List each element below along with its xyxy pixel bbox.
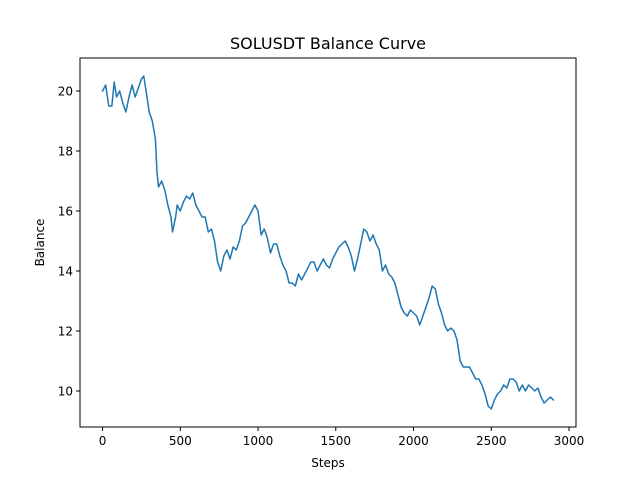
balance-series-line — [101, 75, 555, 410]
y-axis-label: Balance — [33, 219, 47, 267]
axes-frame — [79, 57, 577, 428]
y-tick-label: 18 — [58, 145, 73, 159]
y-tick-label: 10 — [58, 385, 73, 399]
x-tick-label: 2000 — [398, 434, 429, 448]
axes — [79, 57, 577, 428]
x-ticks: 0 500 1000 1500 2000 2500 3000 — [99, 427, 585, 448]
x-tick-label: 1000 — [243, 434, 274, 448]
y-tick-label: 20 — [58, 85, 73, 99]
x-tick-label: 1500 — [321, 434, 352, 448]
y-ticks: 10 12 14 16 18 20 — [58, 85, 80, 399]
x-tick-label: 3000 — [554, 434, 585, 448]
chart-title: SOLUSDT Balance Curve — [230, 34, 426, 53]
x-tick-label: 2500 — [476, 434, 507, 448]
y-tick-label: 16 — [58, 205, 73, 219]
plot-area — [101, 75, 555, 410]
x-axis-label: Steps — [311, 456, 345, 470]
y-tick-label: 12 — [58, 325, 73, 339]
x-tick-label: 0 — [99, 434, 107, 448]
y-tick-label: 14 — [58, 265, 73, 279]
x-tick-label: 500 — [169, 434, 192, 448]
